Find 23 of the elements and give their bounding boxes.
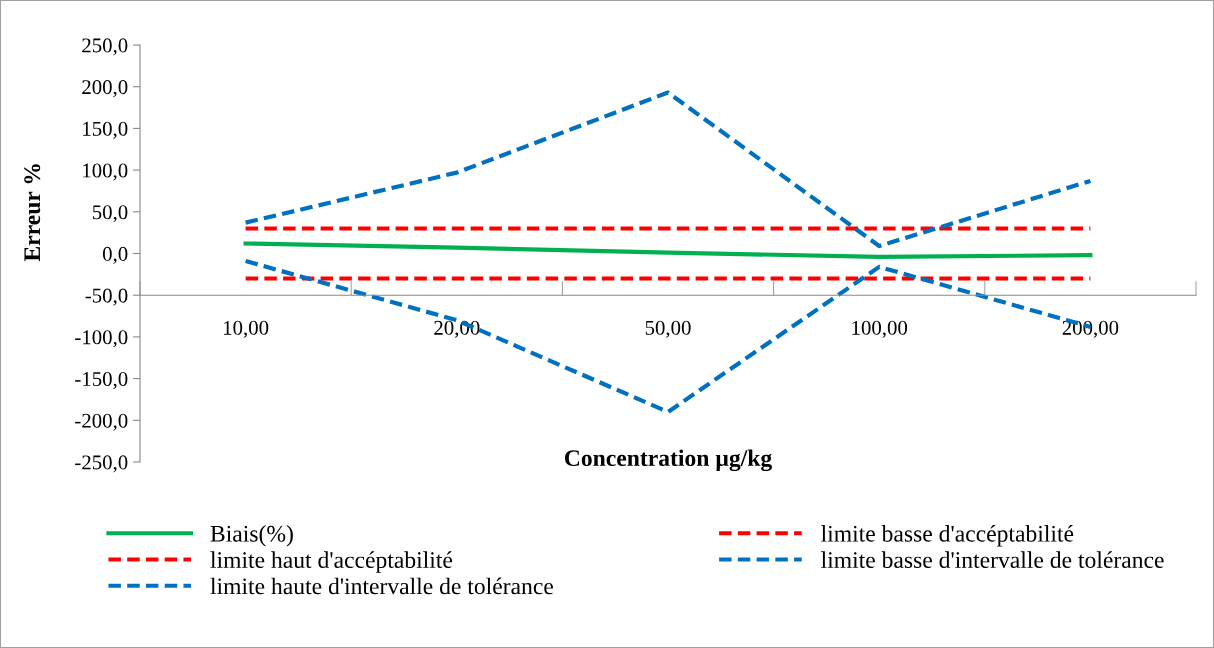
y-axis-title: Erreur % [24,164,41,262]
y-tick-label: 150,0 [83,121,128,139]
y-tick-label: -100,0 [75,330,128,348]
y-tick-label: 50,0 [92,205,128,223]
y-tick-label: -50,0 [85,288,128,306]
y-tick-label: 0,0 [102,246,128,264]
y-tick-label: 250,0 [82,38,128,56]
y-tick-label: -200,0 [75,413,128,431]
line-series [243,90,1093,249]
legend-label: limite haute d'intervalle de tolérance [210,577,553,595]
legend-label: limite haut d'accéptabilité [210,551,453,573]
x-axis-title: Concentration µg/kg [564,449,772,472]
legend-label: Biais(%) [210,525,293,547]
y-tick-label: 200,0 [82,80,128,98]
y-tick-label: -250,0 [75,455,128,473]
legend-label: limite basse d'accéptabilité [821,525,1074,547]
x-tick-label: 100,00 [852,320,908,338]
x-tick-label: 50,00 [645,320,691,338]
y-tick-label: 100,0 [83,163,128,181]
legend-label: limite basse d'intervalle de tolérance [821,551,1164,568]
y-tick-label: -150,0 [75,371,128,390]
line-series [243,241,1093,259]
x-tick-label: 10,00 [224,320,269,338]
